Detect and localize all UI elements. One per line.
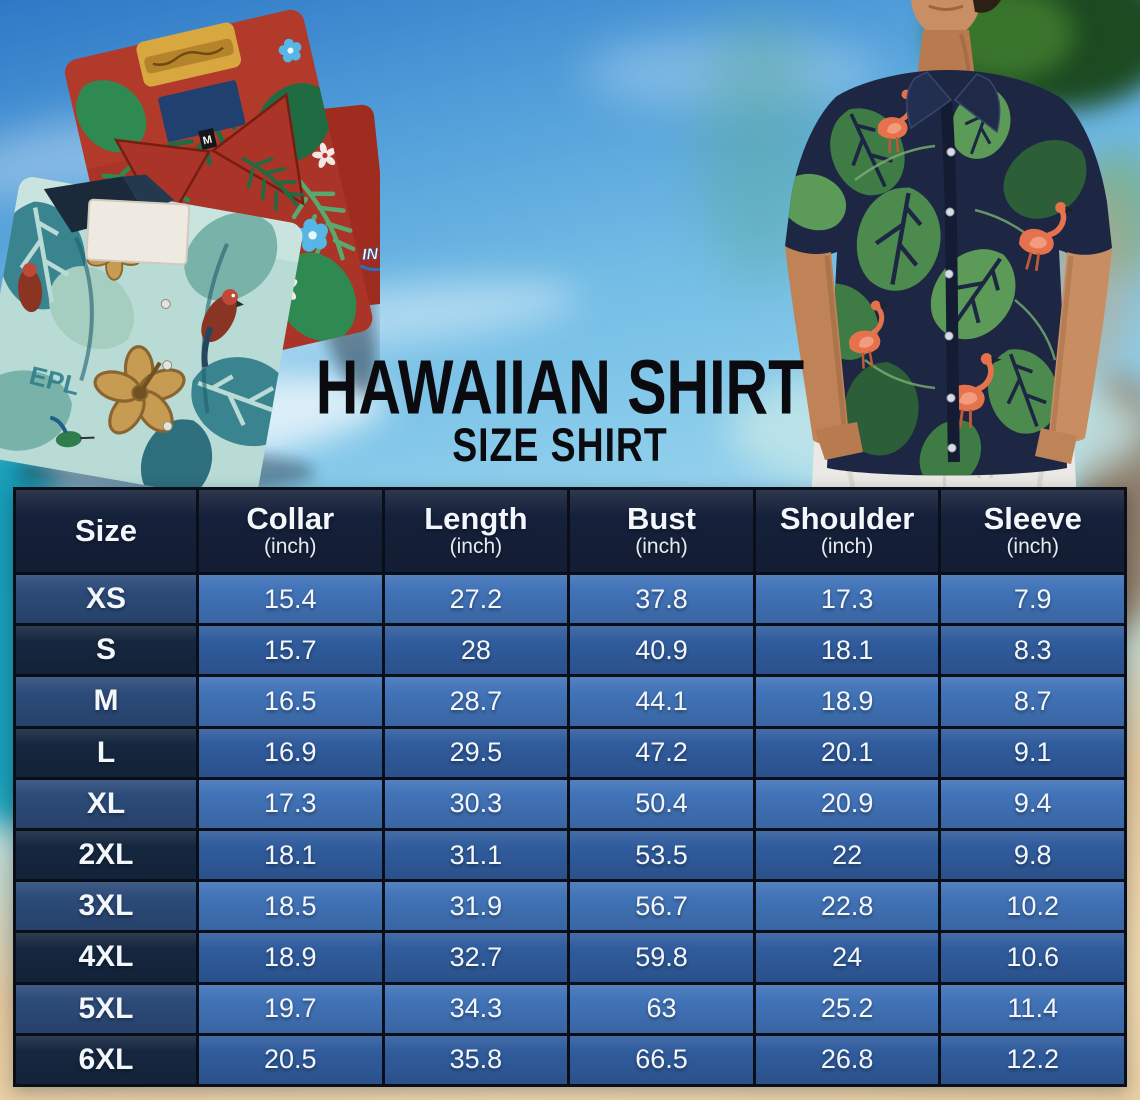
measurement-cell: 12.2 [941, 1035, 1124, 1084]
column-header-unit: (inch) [635, 535, 688, 559]
column-header-bust: Bust (inch) [570, 490, 753, 572]
column-header-unit: (inch) [820, 535, 874, 559]
size-tag [198, 128, 218, 150]
size-row-label: XL [16, 779, 196, 828]
model-arms [785, 246, 1112, 464]
page-subtitle: SIZE SHIRT [452, 419, 668, 473]
column-header-label: Collar [246, 500, 335, 536]
measurement-cell: 9.4 [941, 779, 1124, 828]
measurement-cell: 31.1 [384, 831, 568, 880]
size-row-label: 2XL [16, 831, 196, 880]
size-row-label: S [16, 626, 196, 675]
measurement-cell: 24 [755, 933, 939, 982]
title-block: HAWAIIAN SHIRT SIZE SHIRT [310, 344, 810, 469]
size-row-label: 4XL [16, 933, 196, 982]
measurement-cell: 26.8 [755, 1035, 939, 1084]
measurement-cell: 7.9 [941, 575, 1124, 624]
measurement-cell: 8.3 [941, 626, 1124, 675]
page-title: HAWAIIAN SHIRT [315, 344, 805, 431]
measurement-cell: 11.4 [941, 984, 1124, 1033]
measurement-cell: 34.3 [384, 984, 568, 1033]
column-header-label: Shoulder [779, 500, 915, 536]
measurement-cell: 18.9 [199, 933, 382, 982]
column-header-label: Size [74, 512, 138, 548]
measurement-cell: 28 [384, 626, 568, 675]
measurement-cell: 50.4 [570, 779, 753, 828]
size-row-label: L [16, 728, 196, 777]
measurement-cell: 22 [755, 831, 939, 880]
measurement-cell: 10.2 [941, 882, 1124, 931]
column-header-label: Sleeve [983, 500, 1082, 536]
measurement-cell: 15.7 [199, 626, 382, 675]
measurement-cell: 17.3 [755, 575, 939, 624]
measurement-cell: 18.1 [199, 831, 382, 880]
measurement-cell: 37.8 [570, 575, 753, 624]
measurement-cell: 16.9 [199, 728, 382, 777]
measurement-cell: 18.1 [755, 626, 939, 675]
column-header-unit: (inch) [264, 535, 317, 559]
column-header-label: Length [424, 500, 528, 536]
teal-hawaiian-shirt: EPL [0, 174, 305, 505]
measurement-cell: 29.5 [384, 728, 568, 777]
inner-collar-patch [158, 80, 246, 142]
measurement-cell: 9.1 [941, 728, 1124, 777]
measurement-cell: 15.4 [199, 575, 382, 624]
column-header-label: Bust [627, 500, 696, 536]
measurement-cell: 63 [570, 984, 753, 1033]
measurement-cell: 35.8 [384, 1035, 568, 1084]
measurement-cell: 27.2 [384, 575, 568, 624]
model-shirt [785, 70, 1112, 476]
size-row-label: M [16, 677, 196, 726]
size-row-label: 6XL [16, 1035, 196, 1084]
measurement-cell: 9.8 [941, 831, 1124, 880]
column-header-sleeve: Sleeve (inch) [941, 490, 1124, 572]
measurement-cell: 8.7 [941, 677, 1124, 726]
size-tag-letter: M [202, 134, 214, 148]
collar-lapel [210, 92, 305, 207]
measurement-cell: 53.5 [570, 831, 753, 880]
measurement-cell: 10.6 [941, 933, 1124, 982]
measurement-cell: 20.1 [755, 728, 939, 777]
model-photo [785, 0, 1112, 505]
measurement-cell: 20.5 [199, 1035, 382, 1084]
measurement-cell: 40.9 [570, 626, 753, 675]
measurement-cell: 32.7 [384, 933, 568, 982]
measurement-cell: 31.9 [384, 882, 568, 931]
sleeve-logo: IN [359, 246, 380, 272]
column-header-unit: (inch) [449, 535, 503, 559]
shirt-collar [906, 71, 953, 130]
measurement-cell: 44.1 [570, 677, 753, 726]
measurement-cell: 19.7 [199, 984, 382, 1033]
column-header-collar: Collar (inch) [199, 490, 382, 572]
measurement-cell: 56.7 [570, 882, 753, 931]
measurement-cell: 30.3 [384, 779, 568, 828]
chest-pocket [85, 198, 191, 266]
size-row-label: XS [16, 575, 196, 624]
column-header-unit: (inch) [1006, 535, 1059, 559]
size-table: Size Collar (inch) Length (inch) Bust (i… [13, 487, 1127, 1087]
hummingbird-print [49, 415, 95, 448]
parrot-print [17, 262, 244, 368]
sleeve-logo-text: IN [362, 246, 379, 264]
size-row-label: 3XL [16, 882, 196, 931]
measurement-cell: 16.5 [199, 677, 382, 726]
measurement-cell: 18.5 [199, 882, 382, 931]
shirt-collar [953, 73, 1001, 134]
measurement-cell: 47.2 [570, 728, 753, 777]
measurement-cell: 20.9 [755, 779, 939, 828]
measurement-cell: 25.2 [755, 984, 939, 1033]
column-header-size: Size [16, 490, 196, 572]
measurement-cell: 17.3 [199, 779, 382, 828]
cloud-blur [580, 36, 880, 108]
measurement-cell: 66.5 [570, 1035, 753, 1084]
column-header-shoulder: Shoulder (inch) [755, 490, 939, 572]
measurement-cell: 28.7 [384, 677, 568, 726]
measurement-cell: 22.8 [755, 882, 939, 931]
folded-shirts-photo: M IN [0, 7, 380, 505]
measurement-cell: 18.9 [755, 677, 939, 726]
measurement-cell: 59.8 [570, 933, 753, 982]
size-row-label: 5XL [16, 984, 196, 1033]
column-header-length: Length (inch) [384, 490, 568, 572]
